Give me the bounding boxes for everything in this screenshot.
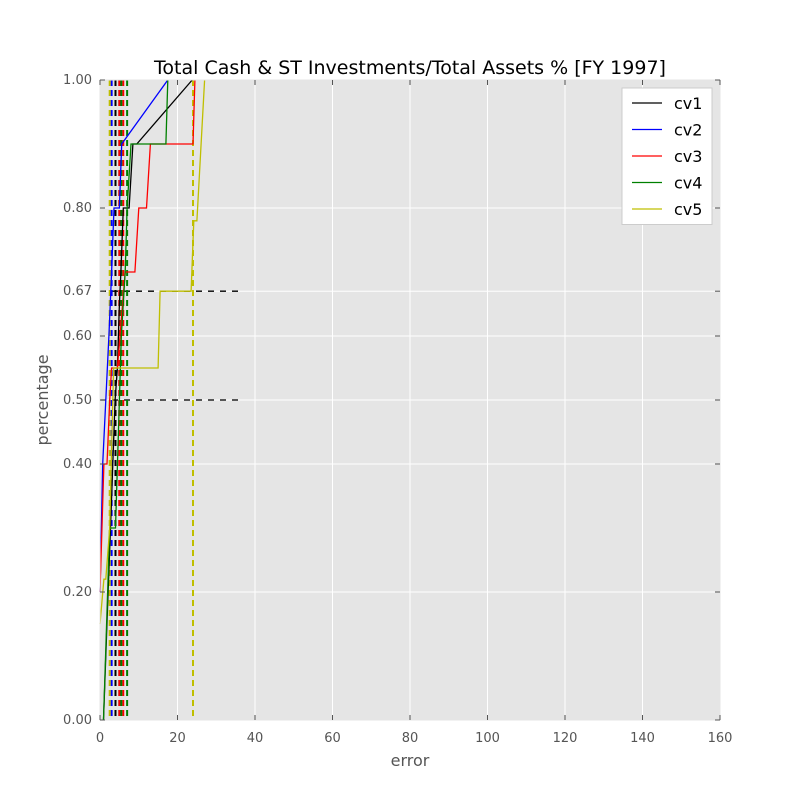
x-tick-label: 100	[475, 731, 500, 746]
legend: cv1 cv2 cv3 cv4 cv5	[621, 87, 713, 225]
series-line-cv5	[99, 79, 206, 625]
y-tick-label: 0.80	[63, 201, 92, 216]
x-tick-label: 160	[708, 731, 733, 746]
x-tick-label: 140	[630, 731, 655, 746]
y-tick-label: 0.40	[63, 457, 92, 472]
y-tick-label: 1.00	[63, 73, 92, 88]
y-axis-title: percentage	[33, 354, 52, 445]
series-lines	[99, 79, 206, 721]
series-line-cv4	[102, 79, 169, 721]
y-tick-label: 0.00	[63, 713, 92, 728]
legend-label-cv2: cv2	[674, 121, 702, 140]
y-tick-label: 0.20	[63, 585, 92, 600]
x-tick-label: 60	[324, 731, 341, 746]
y-tick-label: 0.60	[63, 329, 92, 344]
series-line-cv2	[99, 79, 169, 593]
legend-label-cv1: cv1	[674, 94, 702, 113]
chart-title: Total Cash & ST Investments/Total Assets…	[153, 57, 666, 79]
legend-label-cv3: cv3	[674, 147, 702, 166]
ticks: 0 20 40 60 80 100 120 140 160 0.00 0.20 0.40 0.50 0.6…	[63, 73, 732, 746]
y-tick-label: 0.67	[63, 284, 92, 299]
legend-label-cv4: cv4	[674, 174, 702, 193]
x-axis-title: error	[391, 751, 430, 770]
x-tick-label: 0	[96, 731, 104, 746]
y-tick-label: 0.50	[63, 393, 92, 408]
legend-label-cv5: cv5	[674, 200, 702, 219]
x-tick-label: 20	[169, 731, 186, 746]
x-tick-label: 120	[553, 731, 578, 746]
x-tick-label: 80	[402, 731, 419, 746]
x-tick-label: 40	[247, 731, 264, 746]
